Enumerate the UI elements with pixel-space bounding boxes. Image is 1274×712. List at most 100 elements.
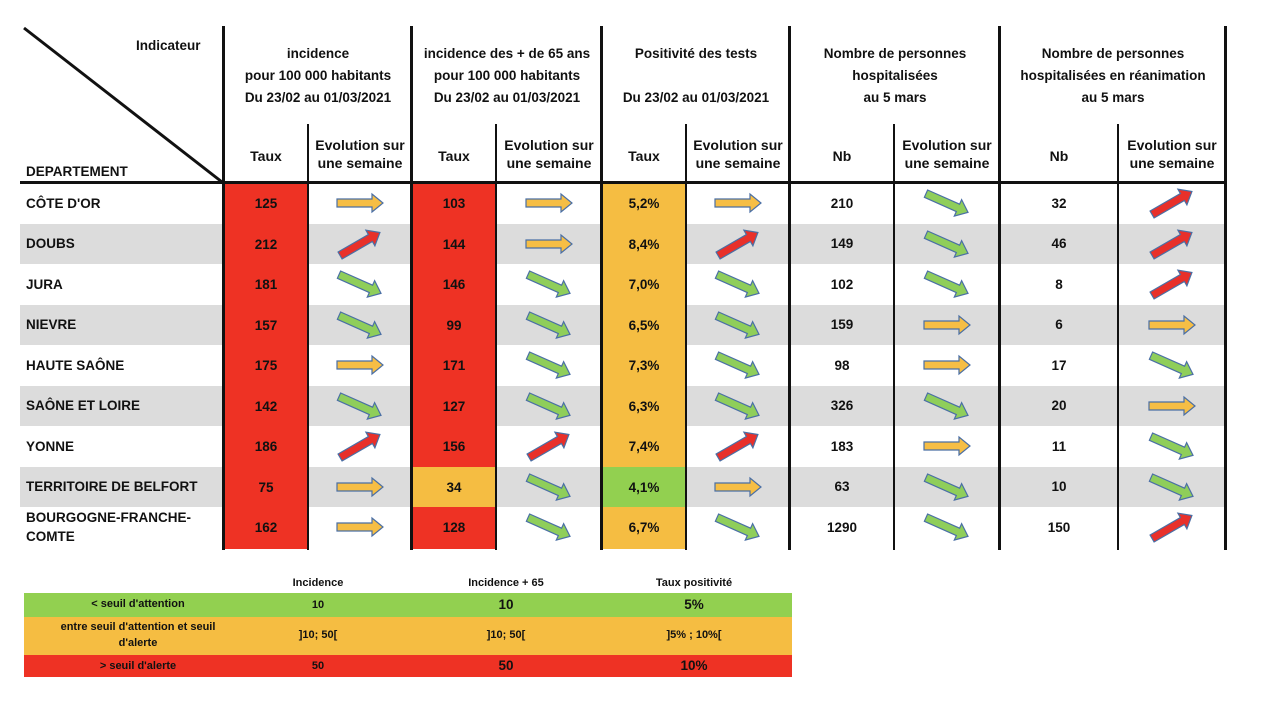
corner-department-label: DEPARTEMENT: [26, 164, 128, 179]
incidence-65-rate-cell: 103: [412, 183, 496, 225]
column-divider: [600, 26, 603, 550]
arrow-down-icon: [1148, 351, 1194, 380]
icu-count-cell: 11: [1051, 438, 1067, 454]
icu-count-cell: 46: [1051, 236, 1067, 252]
positivity-rate-cell: 8,4%: [602, 223, 686, 265]
group-header-icu: Nombre de personnes hospitalisées en réan…: [1020, 46, 1206, 105]
arrow-flat-icon: [525, 192, 573, 214]
legend-label: > seuil d'alerte: [99, 660, 177, 672]
legend-value: ]10; 50[: [486, 629, 526, 641]
legend-value: 10%: [680, 658, 708, 673]
positivity-rate-cell: 7,4%: [602, 426, 686, 468]
legend-row-orange: entre seuil d'attention et seuil d'alerte…: [24, 617, 792, 655]
incidence-65-rate-cell: 99: [412, 304, 496, 346]
department-name: NIEVRE: [26, 317, 77, 333]
column-divider: [998, 26, 1001, 550]
group-header-hospitalized: Nombre de personnes hospitalisées au 5 mar…: [823, 46, 967, 105]
column-divider: [222, 26, 225, 550]
arrow-flat-icon: [714, 192, 762, 214]
arrow-down-icon: [336, 270, 382, 299]
group-header-incidence: incidence pour 100 000 habitants Du 23/02 …: [244, 46, 392, 105]
arrow-down-icon: [714, 310, 760, 339]
arrow-down-icon: [336, 391, 382, 420]
hospitalized-count-cell: 63: [834, 479, 850, 495]
arrow-flat-icon: [714, 476, 762, 498]
arrow-flat-icon: [336, 354, 384, 376]
icu-count-cell: 8: [1055, 276, 1063, 292]
arrow-up-icon: [715, 431, 759, 463]
subheader-evolution: Evolution sur une semaine: [1127, 137, 1217, 171]
arrow-flat-icon: [923, 314, 971, 336]
arrow-down-icon: [923, 229, 969, 258]
corner-diagonal: [23, 26, 223, 184]
subheader-evolution: Evolution sur une semaine: [693, 137, 783, 171]
arrow-down-icon: [714, 391, 760, 420]
arrow-up-icon: [1149, 512, 1193, 544]
legend-value: 50: [498, 658, 514, 673]
positivity-rate-cell: 5,2%: [602, 183, 686, 225]
arrow-down-icon: [1148, 432, 1194, 461]
positivity-rate-cell: 4,1%: [602, 466, 686, 508]
subheader-taux: Taux: [438, 148, 470, 164]
arrow-flat-icon: [1148, 314, 1196, 336]
legend-label: entre seuil d'attention et seuil d'alerte: [60, 621, 216, 649]
arrow-down-icon: [923, 189, 969, 218]
arrow-flat-icon: [336, 192, 384, 214]
positivity-rate-cell: 6,7%: [602, 507, 686, 549]
incidence-rate-cell: 181: [224, 264, 308, 306]
arrow-down-icon: [714, 513, 760, 542]
positivity-rate-cell: 6,5%: [602, 304, 686, 346]
incidence-rate-cell: 75: [224, 466, 308, 508]
arrow-down-icon: [714, 351, 760, 380]
legend-value: ]5% ; 10%[: [666, 629, 722, 641]
arrow-down-icon: [923, 513, 969, 542]
subheader-evolution: Evolution sur une semaine: [902, 137, 992, 171]
header-separator: [20, 181, 1226, 184]
incidence-rate-cell: 125: [224, 183, 308, 225]
icu-count-cell: 17: [1051, 357, 1067, 373]
arrow-down-icon: [525, 472, 571, 501]
subcolumn-divider: [685, 124, 687, 550]
arrow-down-icon: [525, 310, 571, 339]
subheader-nb: Nb: [832, 148, 852, 164]
icu-count-cell: 20: [1051, 398, 1067, 414]
incidence-65-rate-cell: 156: [412, 426, 496, 468]
incidence-65-rate-cell: 171: [412, 345, 496, 387]
subcolumn-divider: [1117, 124, 1119, 550]
department-name: SAÔNE ET LOIRE: [26, 398, 141, 414]
incidence-rate-cell: 162: [224, 507, 308, 549]
legend-value: 10: [498, 597, 514, 612]
incidence-65-rate-cell: 34: [412, 466, 496, 508]
hospitalized-count-cell: 102: [830, 276, 854, 292]
arrow-down-icon: [525, 513, 571, 542]
department-name: HAUTE SAÔNE: [26, 357, 125, 373]
hospitalized-count-cell: 326: [830, 398, 854, 414]
arrow-down-icon: [525, 270, 571, 299]
department-name: JURA: [26, 276, 63, 292]
column-divider: [1224, 26, 1227, 550]
column-divider: [410, 26, 413, 550]
incidence-65-rate-cell: 128: [412, 507, 496, 549]
legend-header-incidence-65: Incidence + 65: [468, 577, 544, 589]
arrow-up-icon: [1149, 188, 1193, 220]
legend-label: < seuil d'attention: [91, 598, 185, 610]
icu-count-cell: 150: [1047, 519, 1071, 535]
legend-header-incidence: Incidence: [292, 577, 344, 589]
arrow-up-icon: [337, 431, 381, 463]
incidence-65-rate-cell: 144: [412, 223, 496, 265]
positivity-rate-cell: 7,0%: [602, 264, 686, 306]
arrow-down-icon: [336, 310, 382, 339]
incidence-rate-cell: 212: [224, 223, 308, 265]
arrow-down-icon: [923, 391, 969, 420]
group-header-positivity: Positivité des tests Du 23/02 au 01/03/20…: [622, 46, 770, 105]
arrow-down-icon: [714, 270, 760, 299]
arrow-flat-icon: [1148, 395, 1196, 417]
legend-value: 5%: [684, 597, 704, 612]
subheader-evolution: Evolution sur une semaine: [504, 137, 594, 171]
incidence-rate-cell: 142: [224, 385, 308, 427]
arrow-flat-icon: [525, 233, 573, 255]
legend-row-red: > seuil d'alerte 50 50 10%: [24, 655, 792, 677]
hospitalized-count-cell: 1290: [826, 519, 858, 535]
incidence-rate-cell: 157: [224, 304, 308, 346]
arrow-flat-icon: [336, 516, 384, 538]
